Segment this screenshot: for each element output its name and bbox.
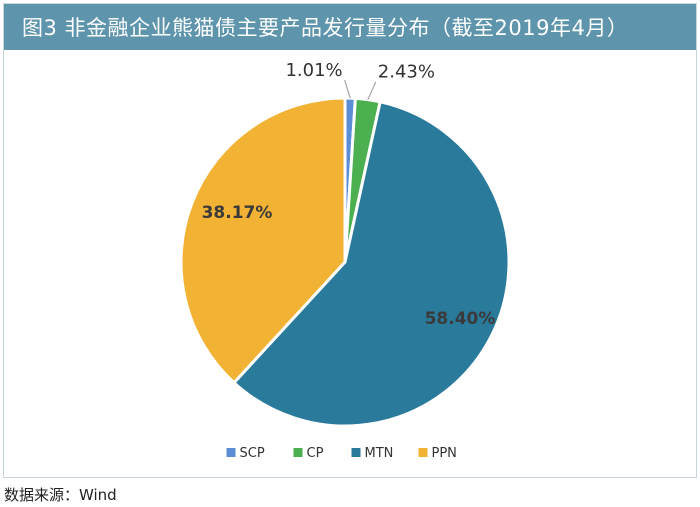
- legend-label-cp: CP: [307, 446, 324, 461]
- pie-slice-mtn: [232, 100, 511, 428]
- data-label-scp: 1.01%: [285, 60, 342, 81]
- data-label-mtn: 58.40%: [425, 309, 496, 329]
- legend-swatch-mtn: [351, 448, 361, 457]
- legend-label-scp: SCP: [240, 446, 265, 461]
- data-label-cp: 2.43%: [378, 62, 435, 83]
- figure-title: 图3 非金融企业熊猫债主要产品发行量分布（截至2019年4月）: [4, 4, 696, 50]
- leader-line-scp: [344, 79, 351, 99]
- legend-swatch-ppn: [418, 448, 428, 457]
- legend-label-ppn: PPN: [432, 446, 457, 461]
- legend-label-mtn: MTN: [365, 446, 394, 461]
- legend-swatch-cp: [293, 448, 303, 457]
- legend-swatch-scp: [226, 448, 236, 457]
- figure-frame: 图3 非金融企业熊猫债主要产品发行量分布（截至2019年4月） 1.01% 2.4…: [3, 3, 697, 478]
- leader-line-cp: [367, 81, 377, 100]
- pie-chart: 1.01% 2.43% 58.40% 38.17% SCP CP MTN PPN: [179, 60, 511, 461]
- data-source-note: 数据来源：Wind: [4, 486, 117, 504]
- pie-slice-ppn: [179, 96, 347, 385]
- data-label-ppn: 38.17%: [202, 203, 273, 223]
